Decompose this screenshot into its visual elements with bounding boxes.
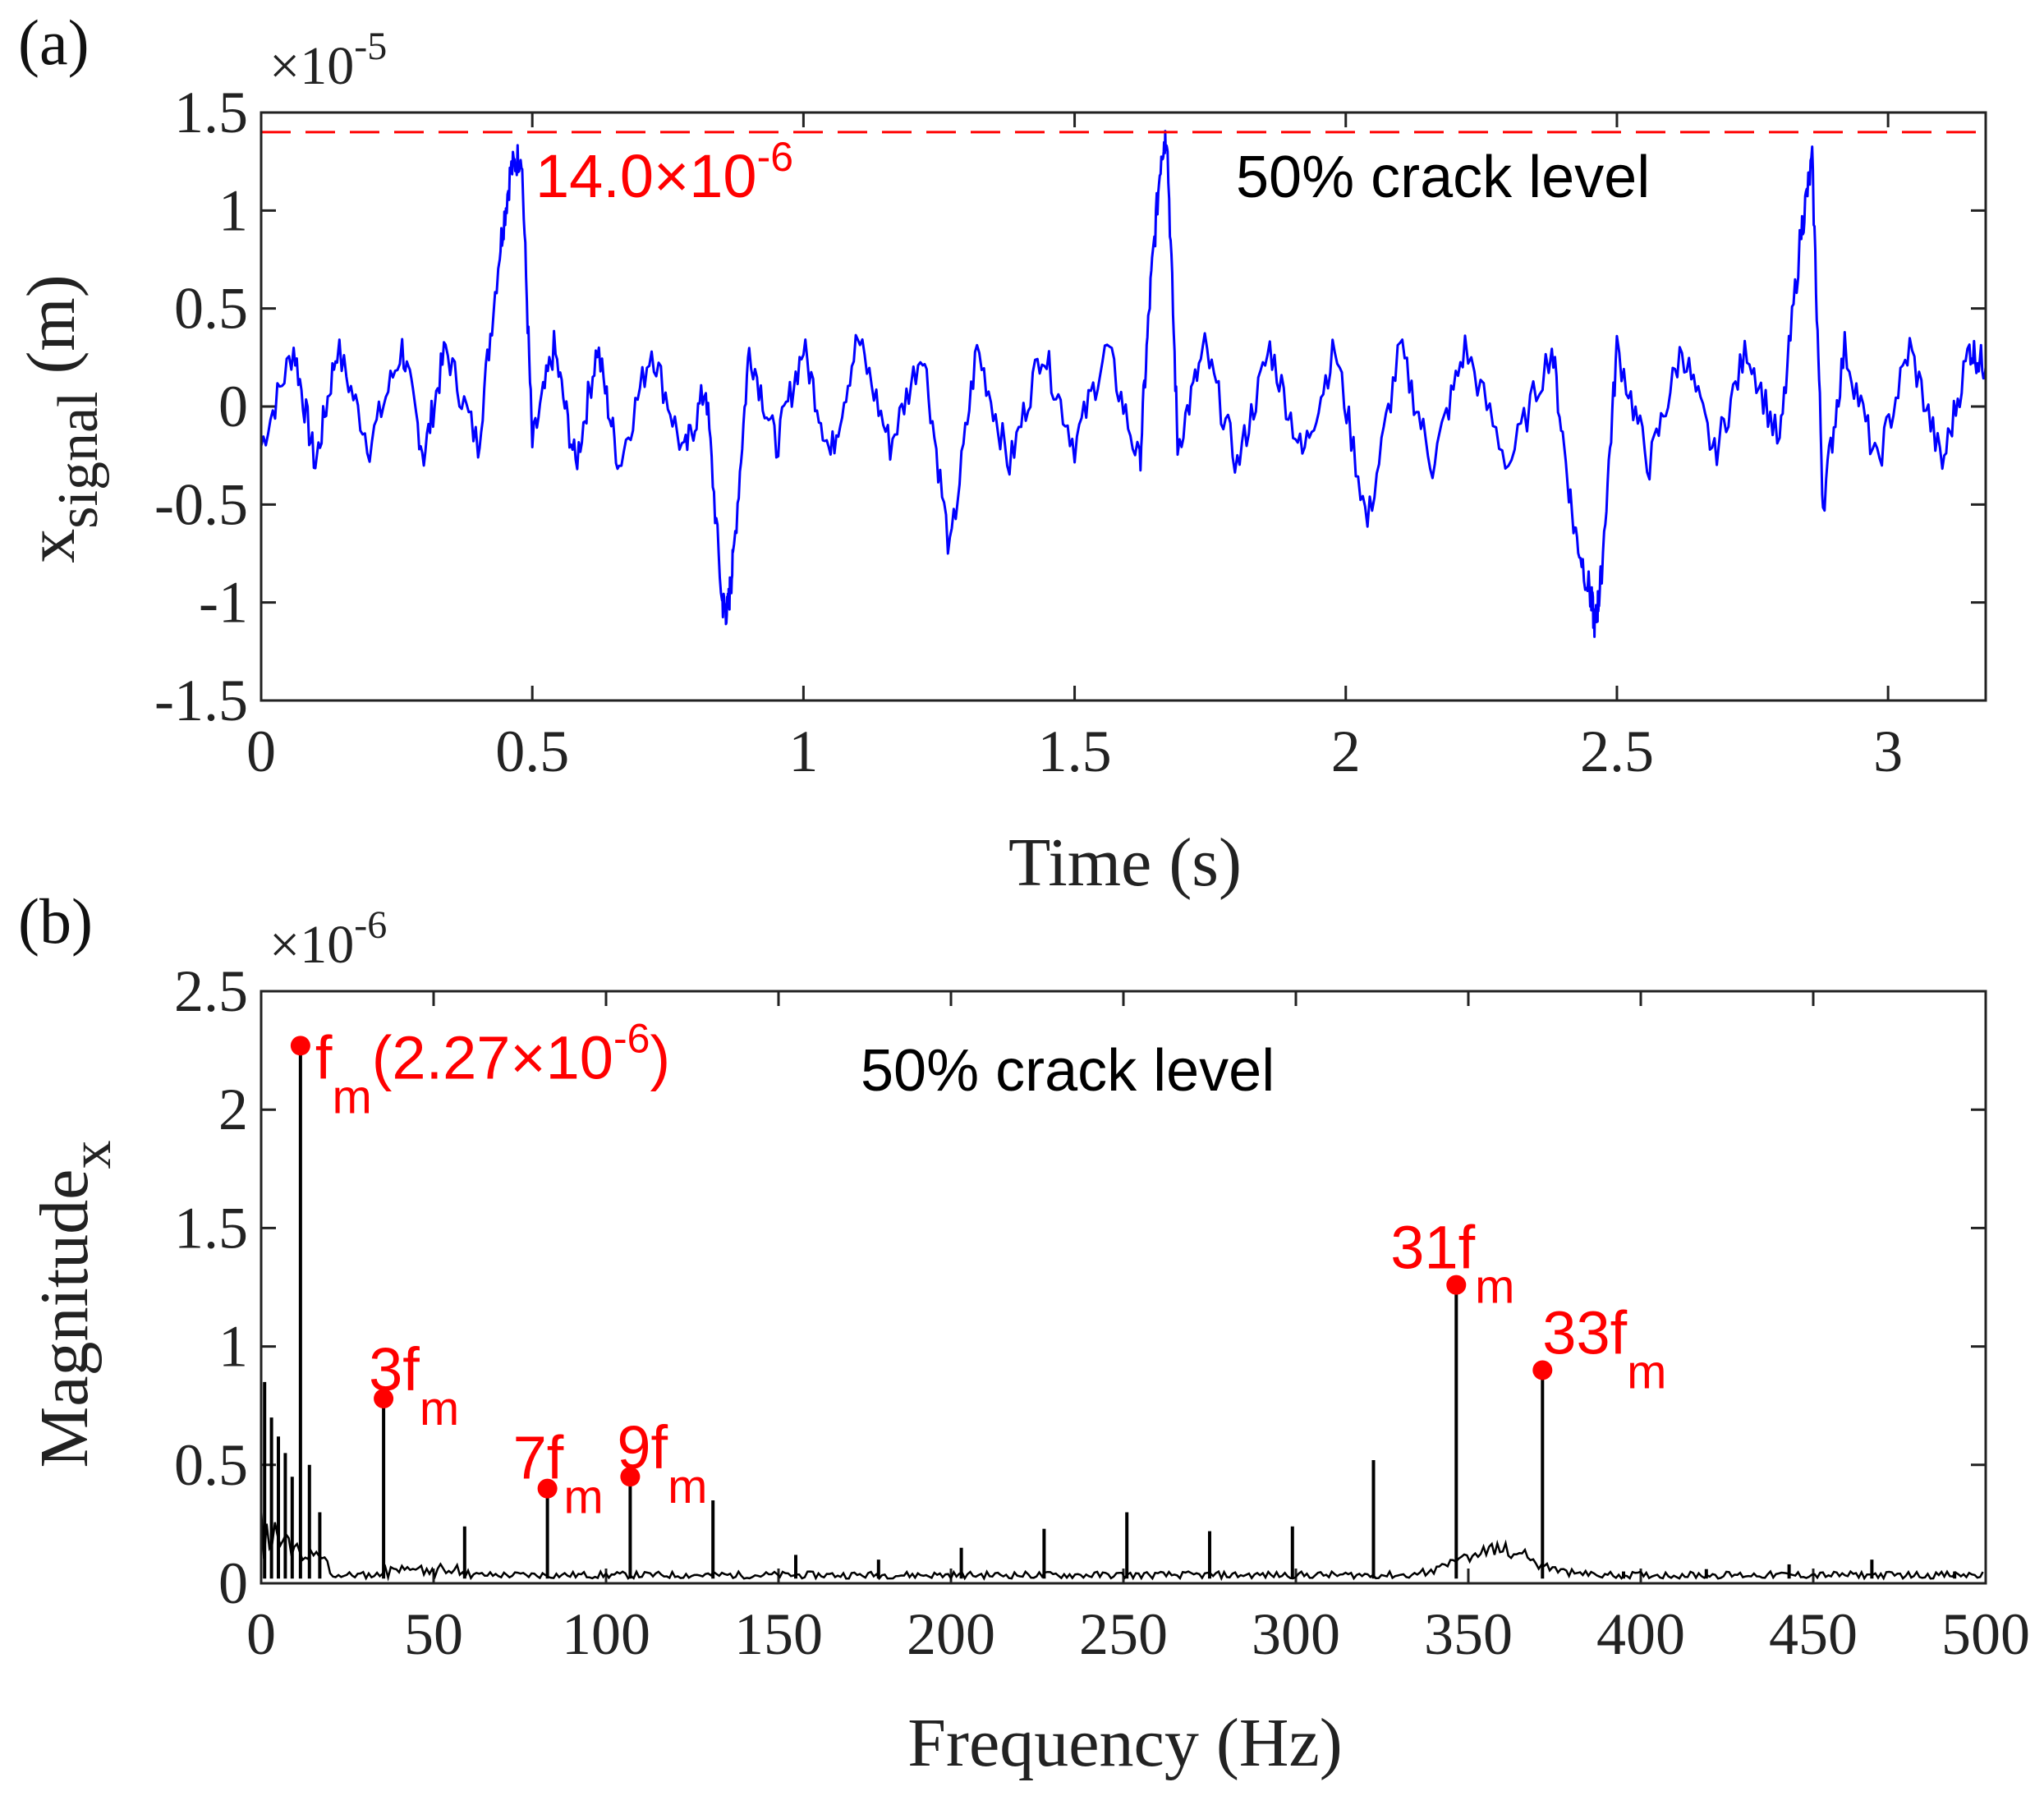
peak-label: 7fm [513,1424,604,1524]
peak-marker [537,1478,558,1499]
y-tick-label: 1.5 [174,80,248,145]
x-tick-label: 0 [246,719,276,784]
panel-b-spectrum: (b) ×10-6 0 50 100 150 200 250 300 350 400 450 500… [18,885,2030,1781]
panel-a-time-signal: (a) ×10-5 0 0.5 1 1.5 2 2.5 3 1.5 1 0.5 0 -0.5 -1 -1.… [13,7,1987,901]
peak-marker [620,1467,641,1487]
x-tick-label: 0 [246,1601,276,1667]
panel-b-plot-frame [260,990,1987,1585]
y-tick-label: 0.5 [174,276,248,342]
peak-label: 3fm [369,1335,459,1435]
x-tick-label: 1.5 [1038,719,1112,784]
y-tick-label: 0.5 [174,1432,248,1498]
x-tick-label: 150 [734,1601,823,1667]
panel-a-y-axis-label: xsignal (m) [13,274,110,563]
peak-label: 9fm [617,1413,707,1514]
x-tick-label: 100 [562,1601,650,1667]
panel-a-ticks: 0 0.5 1 1.5 2 2.5 3 1.5 1 0.5 0 -0.5 -1 -1.5 [154,80,1986,784]
x-tick-label: 350 [1424,1601,1513,1667]
y-tick-label: 2.5 [174,958,248,1024]
x-tick-label: 2 [1331,719,1361,784]
y-tick-label: -0.5 [154,471,248,537]
panel-a-crack-level-note: 50% crack level [1236,145,1650,210]
x-tick-label: 200 [907,1601,995,1667]
x-tick-label: 3 [1873,719,1903,784]
y-tick-label: 1 [218,1314,248,1380]
peak-label: 33fm [1542,1298,1666,1399]
panel-a-label: (a) [18,7,90,78]
x-tick-label: 400 [1596,1601,1685,1667]
peak-label: fm(2.27×10-6) [315,1015,670,1123]
panel-b-ticks: 0 50 100 150 200 250 300 350 400 450 500 2.5 2 1.5 1 0.… [174,958,2030,1667]
panel-a-plot-frame [260,111,1987,702]
panel-b-y-axis-label: Magnitudex [26,1141,123,1468]
peak-label: 31fm [1390,1214,1514,1314]
x-tick-label: 250 [1079,1601,1168,1667]
y-tick-label: -1.5 [154,668,248,733]
panel-b-crack-level-note: 50% crack level [861,1038,1275,1104]
y-tick-label: 1 [218,177,248,243]
panel-a-series [260,130,1987,638]
panel-b-x-axis-label: Frequency (Hz) [907,1705,1342,1781]
y-tick-label: -1 [199,570,248,636]
y-tick-label: 0 [218,374,248,439]
spectrum-floor [260,1508,1984,1582]
y-tick-label: 0 [218,1550,248,1616]
peak-marker [290,1036,310,1056]
panel-b-series [260,1045,1984,1582]
panel-b-label: (b) [18,885,93,957]
panel-a-x-axis-label: Time (s) [1008,825,1242,901]
x-tick-label: 0.5 [495,719,569,784]
panel-a-y-multiplier: ×10-5 [269,25,387,96]
peak-marker [1446,1275,1467,1295]
x-tick-label: 300 [1252,1601,1340,1667]
x-tick-label: 2.5 [1580,719,1654,784]
x-tick-label: 50 [404,1601,463,1667]
panel-a-peak-annotation: 14.0×10-6 [535,134,793,210]
x-tick-label: 450 [1769,1601,1858,1667]
signal-trace [260,130,1987,638]
x-tick-label: 1 [788,719,818,784]
panel-b-y-multiplier: ×10-6 [269,903,387,975]
y-tick-label: 1.5 [174,1195,248,1261]
peak-marker [1532,1360,1553,1380]
x-tick-label: 500 [1941,1601,2030,1667]
peak-marker [374,1389,394,1409]
y-tick-label: 2 [218,1077,248,1142]
